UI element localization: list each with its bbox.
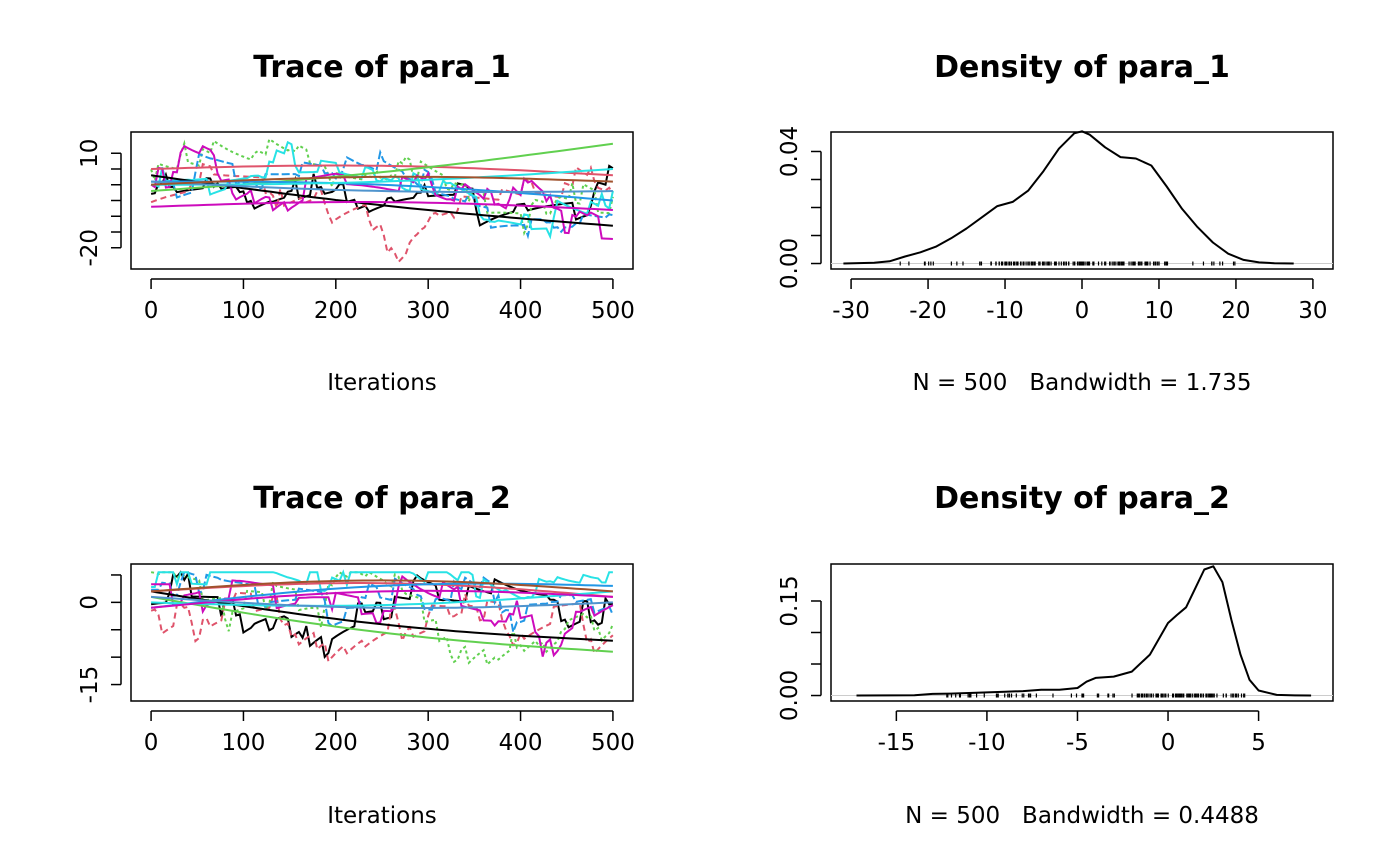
density-para-2-curve-group [831, 565, 1333, 698]
density-para-2-xlabel: N = 500 Bandwidth = 0.4488 [905, 803, 1259, 829]
density-para-2-x-axis: -15 -10 -5 0 5 [878, 710, 1266, 756]
x-tick-label: 400 [499, 730, 543, 756]
panel-density-para-1: Density of para_1 -30 -20 -10 0 10 20 30 0.000… [777, 50, 1334, 396]
x-tick-label: 5 [1251, 730, 1266, 756]
x-tick-label: -20 [909, 298, 947, 324]
y-tick-label: -15 [77, 666, 103, 704]
x-tick-label: -10 [986, 298, 1024, 324]
x-tick-label: 0 [144, 730, 159, 756]
density-para-2-title: Density of para_2 [934, 481, 1230, 516]
x-tick-label: 400 [499, 298, 543, 324]
smooth-trend-line [151, 168, 613, 186]
trace-para-2-y-axis: -15 0 [77, 574, 122, 704]
smooth-trend-line [151, 595, 613, 609]
x-tick-label: 30 [1298, 298, 1327, 324]
trace-series-line [150, 164, 614, 227]
smooth-trend-line [150, 595, 613, 653]
x-tick-label: -15 [878, 730, 916, 756]
x-tick-label: 100 [221, 730, 265, 756]
x-tick-label: 0 [1075, 298, 1090, 324]
trace-para-1-series [150, 137, 614, 264]
panel-trace-para-1: Trace of para_1 0 100 200 300 400 500 -20 10 I… [77, 50, 635, 396]
trace-series-line [150, 137, 614, 237]
smooth-trend-line [151, 579, 613, 593]
trace-para-1-xlabel: Iterations [327, 370, 437, 396]
trace-para-1-x-axis: 0 100 200 300 400 500 [144, 278, 635, 324]
density-para-1-x-axis: -30 -20 -10 0 10 20 30 [832, 278, 1328, 324]
y-tick-label: 0 [77, 595, 103, 610]
panel-density-para-2: Density of para_2 -15 -10 -5 0 5 0.00 0.15 N … [777, 481, 1334, 829]
smooth-trend-line [151, 590, 613, 607]
smooth-trend-line [151, 180, 613, 193]
trace-series-line [151, 571, 614, 636]
y-tick-label: 10 [77, 139, 103, 168]
x-tick-label: -5 [1066, 730, 1089, 756]
trace-para-1-title: Trace of para_1 [253, 50, 511, 85]
x-tick-label: -30 [832, 298, 870, 324]
trace-para-2-x-axis: 0 100 200 300 400 500 [144, 710, 635, 756]
trace-para-1-plot-box [130, 131, 634, 270]
x-tick-label: -10 [968, 730, 1006, 756]
y-tick-label: 0.00 [777, 238, 803, 289]
density-para-2-y-axis: 0.00 0.15 [777, 575, 822, 721]
y-tick-label: 0.00 [777, 670, 803, 721]
smooth-trend-line [151, 164, 613, 177]
smooth-trend-line [151, 589, 613, 609]
density-para-1-plot-box [830, 131, 1334, 270]
x-tick-label: 0 [144, 298, 159, 324]
x-tick-label: 500 [591, 298, 635, 324]
x-tick-label: 300 [406, 730, 450, 756]
x-tick-label: 200 [314, 298, 358, 324]
x-tick-label: 20 [1221, 298, 1250, 324]
density-para-1-y-axis: 0.00 0.04 [777, 126, 822, 289]
trace-para-2-plot-box [130, 563, 634, 702]
x-tick-label: 200 [314, 730, 358, 756]
density-para-1-curve-group [831, 130, 1333, 266]
density-para-2-plot-box [830, 563, 1334, 702]
x-tick-label: 500 [591, 730, 635, 756]
smooth-trend-line [151, 201, 613, 211]
density-para-1-xlabel: N = 500 Bandwidth = 1.735 [912, 370, 1251, 396]
density-para-1-title: Density of para_1 [934, 50, 1230, 85]
x-tick-label: 10 [1144, 298, 1173, 324]
trace-series-line [150, 144, 613, 240]
density-curve [843, 130, 1294, 265]
x-tick-label: 300 [406, 298, 450, 324]
x-tick-label: 0 [1161, 730, 1176, 756]
trace-para-2-series [150, 569, 614, 667]
trace-para-2-title: Trace of para_2 [253, 481, 511, 516]
y-tick-label: 0.15 [777, 575, 803, 626]
smooth-trend-line [150, 174, 613, 227]
y-tick-label: 0.04 [777, 126, 803, 177]
panel-trace-para-2: Trace of para_2 0 100 200 300 400 500 -15 0 It… [77, 481, 635, 829]
y-tick-label: -20 [77, 229, 103, 267]
x-tick-label: 100 [221, 298, 265, 324]
smooth-trend-line [151, 175, 613, 186]
trace-para-1-y-axis: -20 10 [77, 139, 122, 267]
trace-para-2-xlabel: Iterations [327, 803, 437, 829]
smooth-trend-line [150, 582, 613, 609]
density-curve [856, 565, 1312, 697]
